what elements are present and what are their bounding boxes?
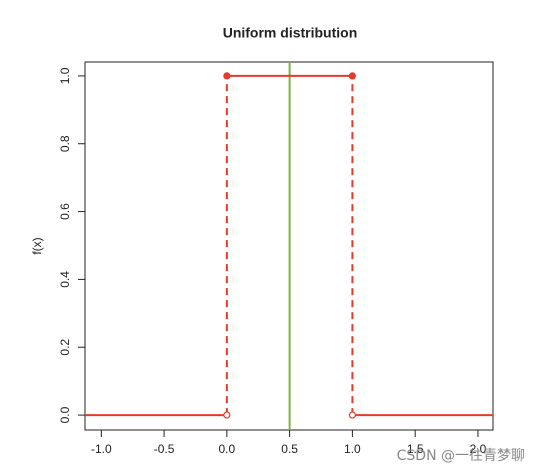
y-tick-label: 0.2 [58, 339, 72, 356]
y-tick-label: 0.4 [58, 271, 72, 288]
point [348, 72, 356, 80]
y-tick-label: 0.0 [58, 406, 72, 423]
point [223, 72, 231, 80]
watermark: CSDN @一往青梦聊 [397, 448, 525, 464]
point [223, 411, 231, 419]
x-tick-label: -0.5 [154, 442, 175, 456]
x-tick-label: 0.5 [281, 442, 298, 456]
x-tick-label: 0.0 [219, 442, 236, 456]
x-tick-label: 1.0 [344, 442, 361, 456]
y-axis-label: f(x) [30, 237, 44, 254]
y-tick-label: 0.6 [58, 203, 72, 220]
point [348, 411, 356, 419]
y-tick-label: 1.0 [58, 67, 72, 84]
x-tick-label: 1.5 [407, 442, 424, 456]
x-tick-label: -1.0 [91, 442, 112, 456]
y-tick-label: 0.8 [58, 135, 72, 152]
x-tick-label: 2.0 [470, 442, 487, 456]
chart-title: Uniform distribution [223, 25, 358, 41]
